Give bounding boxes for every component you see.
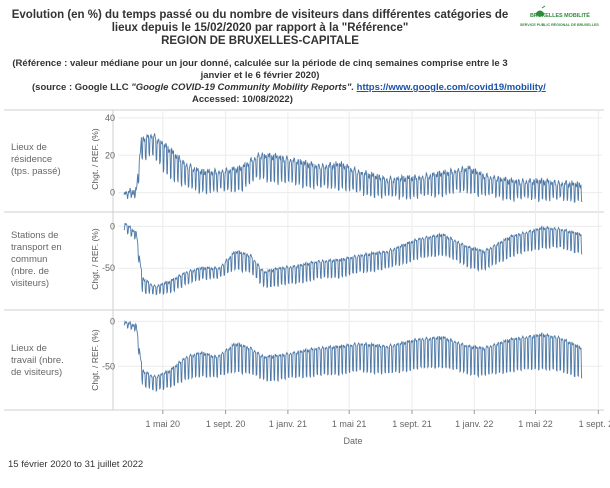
y-tick-label: 0 — [110, 316, 115, 326]
bike-icon — [535, 5, 546, 17]
x-axis-label: Date — [343, 436, 362, 446]
x-tick-label: 1 sept. 21 — [392, 419, 432, 429]
y-tick-label: 0 — [110, 221, 115, 231]
title-line-1: Evolution (en %) du temps passé ou du no… — [11, 9, 509, 21]
row-label-line: de visiteurs) — [11, 367, 62, 378]
y-tick-label: -50 — [102, 361, 115, 371]
series-line — [123, 320, 583, 393]
chart-subtitle: (Référence : valeur médiane pour un jour… — [10, 58, 510, 81]
logo-name: BRUXELLES MOBILITÉ — [530, 13, 590, 19]
row-label: Lieux de résidence (tps. passé) — [11, 142, 61, 177]
series-line — [123, 222, 583, 296]
x-tick-label: 1 janv. 21 — [269, 419, 307, 429]
row-label-line: Stations de — [11, 230, 59, 241]
row-label-line: travail (nbre. — [11, 355, 64, 366]
row-label-line: transport en — [11, 242, 62, 253]
y-tick-label: 20 — [105, 150, 115, 160]
row-label-line: Lieux de — [11, 343, 47, 354]
logo-tagline: SERVICE PUBLIC RÉGIONAL DE BRUXELLES — [520, 23, 599, 27]
row-label-line: (tps. passé) — [11, 166, 61, 177]
row-label: Lieux de travail (nbre. de visiteurs) — [11, 343, 64, 378]
subtitle-line-1: (Référence : valeur médiane pour un jour… — [12, 58, 508, 69]
y-tick-label: 40 — [105, 113, 115, 123]
source-note: (source : Google LLC "Google COVID-19 Co… — [32, 82, 552, 105]
x-tick-label: 1 sept. 20 — [206, 419, 246, 429]
x-tick-label: 1 mai 22 — [518, 419, 553, 429]
row-label-line: commun — [11, 254, 47, 265]
title-line-3: REGION DE BRUXELLES-CAPITALE — [161, 35, 359, 47]
bruxelles-mobilite-logo — [535, 5, 546, 17]
y-axis-label: Chgt. / REF. (%) — [90, 128, 100, 190]
row-label-line: visiteurs) — [11, 278, 49, 289]
x-tick-label: 1 mai 21 — [332, 419, 367, 429]
date-range-footer: 15 février 2020 to 31 juillet 2022 — [8, 459, 144, 470]
row-label-line: (nbre. de — [11, 266, 49, 277]
source-prefix: (source : Google LLC — [32, 82, 132, 93]
row-label: Stations de transport en commun (nbre. de vi… — [11, 230, 62, 289]
series-line — [123, 133, 583, 203]
x-tick-label: 1 janv. 22 — [455, 419, 493, 429]
row-label-line: Lieux de — [11, 142, 47, 153]
source-link[interactable]: https://www.google.com/covid19/mobility/ — [356, 82, 546, 93]
y-axis-label: Chgt. / REF. (%) — [90, 329, 100, 391]
accessed-date: Accessed: 10/08/2022) — [192, 93, 293, 105]
chart-title: Evolution (en %) du temps passé ou du no… — [10, 9, 510, 48]
y-tick-label: 0 — [110, 188, 115, 198]
x-tick-label: 1 sept. 22 — [579, 419, 610, 429]
y-tick-label: -50 — [102, 263, 115, 273]
row-label-line: résidence — [11, 154, 52, 165]
source-title: "Google COVID-19 Community Mobility Repo… — [131, 82, 355, 93]
title-line-2: lieux depuis le 15/02/2020 par rapport à… — [111, 22, 409, 34]
y-axis-label: Chgt. / REF. (%) — [90, 228, 100, 290]
subtitle-line-2: janvier et le 6 février 2020) — [200, 69, 320, 81]
x-tick-label: 1 mai 20 — [146, 419, 181, 429]
